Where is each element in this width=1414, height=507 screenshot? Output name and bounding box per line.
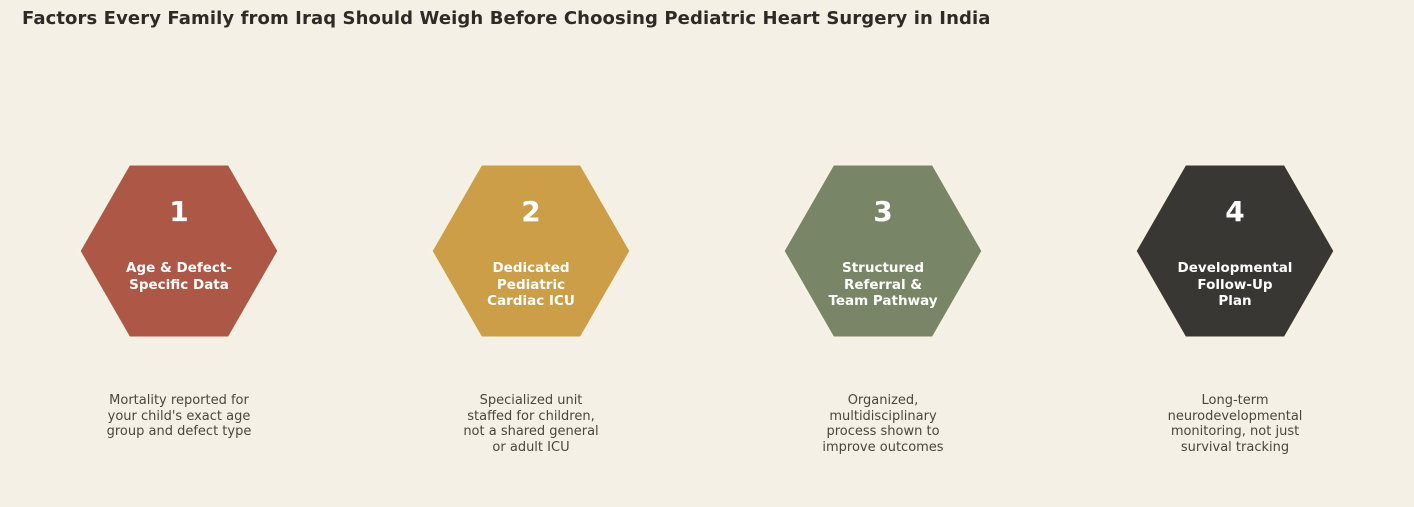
factor-description-line: neurodevelopmental <box>1167 408 1303 424</box>
factor-label-line: Follow-Up <box>1197 276 1273 293</box>
factor-description-line: Long-term <box>1201 393 1269 408</box>
factor-label-line: Developmental <box>1177 260 1293 276</box>
factor-label-line: Pediatric <box>496 276 566 293</box>
factor-description: Organized, multidisciplinary process shown… <box>798 393 968 455</box>
hexagon-3 <box>781 162 985 340</box>
factor-label: Age & Defect- Specific Data <box>104 260 254 293</box>
factor-description-line: Specialized unit <box>479 393 583 408</box>
factor-number: 2 <box>521 195 541 228</box>
factor-description: Mortality reported for your child's exact… <box>94 393 264 440</box>
factor-number: 3 <box>873 195 893 228</box>
factor-number: 4 <box>1225 195 1245 228</box>
factor-label-line: Referral & <box>843 276 923 293</box>
factor-description-line: your child's exact age <box>107 408 251 424</box>
factor-label: Developmental Follow-Up Plan <box>1160 260 1310 310</box>
factor-description-line: Mortality reported for <box>109 393 249 408</box>
factor-label-line: Team Pathway <box>828 293 938 309</box>
hexagon-2 <box>429 162 633 340</box>
factor-description-line: or adult ICU <box>492 439 570 455</box>
factor-description-line: monitoring, not just <box>1170 424 1300 440</box>
factor-label-line: Plan <box>1218 293 1252 309</box>
hexagon-4 <box>1133 162 1337 340</box>
factor-label-line: Dedicated <box>492 260 570 276</box>
factor-description-line: survival tracking <box>1180 439 1290 455</box>
factor-description: Specialized unit staffed for children, not… <box>446 393 616 455</box>
factor-description-line: improve outcomes <box>822 439 944 455</box>
factor-description-line: staffed for children, <box>467 408 595 424</box>
factor-number: 1 <box>169 195 189 228</box>
factor-description-line: Organized, <box>847 393 919 408</box>
factor-description-line: group and defect type <box>106 424 252 440</box>
factor-label-line: Age & Defect- <box>126 260 232 276</box>
factor-label: Structured Referral & Team Pathway <box>808 260 958 310</box>
factor-description: Long-term neurodevelopmental monitoring, n… <box>1150 393 1320 455</box>
factor-label-line: Cardiac ICU <box>487 293 575 309</box>
factor-description-line: multidisciplinary <box>829 408 937 424</box>
factor-description-line: not a shared general <box>463 424 599 440</box>
factor-label-line: Structured <box>842 260 924 276</box>
hexagon-1 <box>77 162 281 340</box>
factor-label: Dedicated Pediatric Cardiac ICU <box>456 260 606 310</box>
factor-label-line: Specific Data <box>129 276 229 293</box>
page-title: Factors Every Family from Iraq Should We… <box>22 8 991 29</box>
factor-description-line: process shown to <box>826 424 940 440</box>
